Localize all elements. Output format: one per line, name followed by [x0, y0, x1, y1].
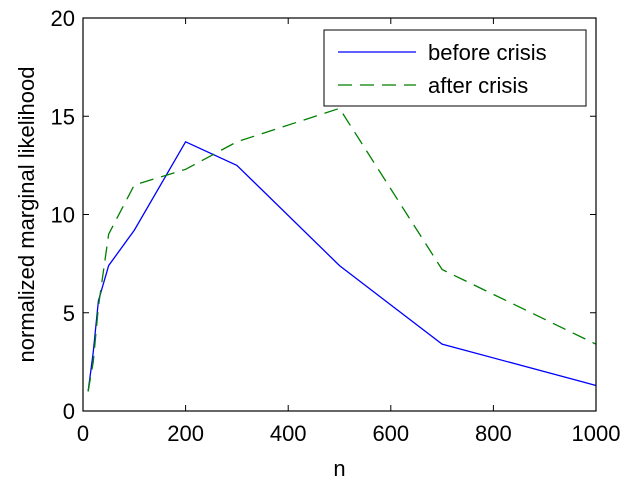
- series-line-1: [87, 140, 597, 392]
- legend: before crisis after crisis: [323, 29, 587, 107]
- x-tick-label: 0: [77, 421, 89, 446]
- y-axis-label: normalized marginal likelihood: [14, 67, 39, 363]
- plot-area: [87, 107, 597, 392]
- y-tick-label: 5: [63, 301, 75, 326]
- y-tick-label: 20: [51, 6, 75, 31]
- x-tick-label: 1000: [572, 421, 621, 446]
- axes: 0 200 400 600 800 1000 0 5 10 15 20: [51, 6, 621, 446]
- y-tick-label: 15: [51, 104, 75, 129]
- legend-label-2: after crisis: [428, 73, 528, 98]
- y-tick-label: 10: [51, 203, 75, 228]
- legend-label-1: before crisis: [428, 40, 547, 65]
- y-tick-label: 0: [63, 399, 75, 424]
- x-tick-label: 400: [270, 421, 307, 446]
- series-line-2: [87, 107, 597, 392]
- x-axis-label: n: [333, 456, 345, 481]
- legend-box: [323, 29, 587, 107]
- x-tick-label: 200: [167, 421, 204, 446]
- x-tick-label: 600: [372, 421, 409, 446]
- x-tick-label: 800: [475, 421, 512, 446]
